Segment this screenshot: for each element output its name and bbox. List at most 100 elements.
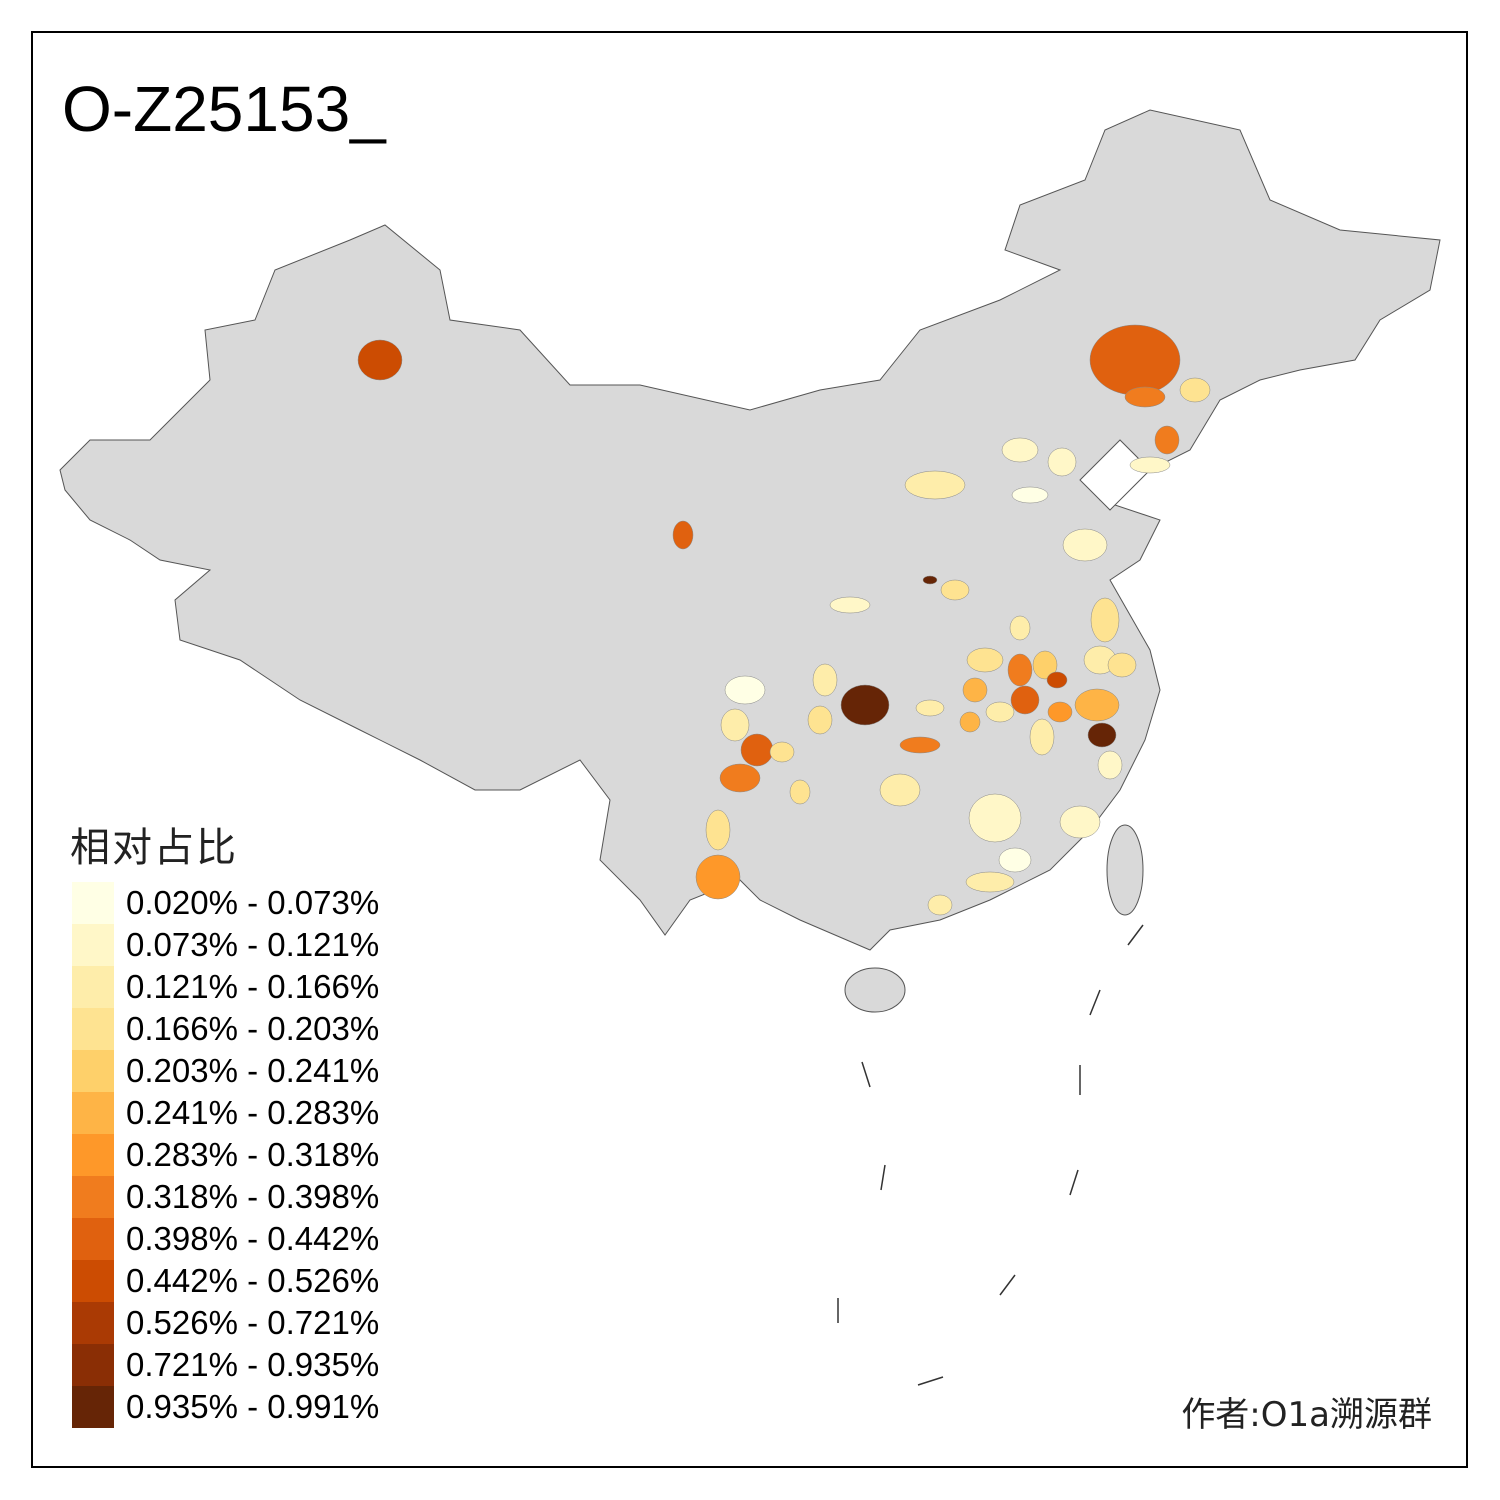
- legend-label: 0.121% - 0.166%: [126, 968, 380, 1005]
- region-25: [985, 701, 1015, 723]
- legend-item: 0.721% - 0.935%: [72, 1344, 379, 1386]
- legend-swatch: [72, 1386, 114, 1428]
- taiwan-island: [1106, 824, 1144, 916]
- legend-label: 0.166% - 0.203%: [126, 1010, 380, 1047]
- legend: 0.020% - 0.073% 0.073% - 0.121% 0.121% - 0…: [72, 882, 379, 1428]
- region-30: [840, 684, 890, 726]
- legend-swatch: [72, 924, 114, 966]
- nine-dash-line: [837, 924, 1144, 1386]
- region-11: [1062, 528, 1108, 562]
- legend-item: 0.283% - 0.318%: [72, 1134, 379, 1176]
- region-layer: [357, 324, 1211, 916]
- region-6: [672, 520, 694, 550]
- legend-swatch: [72, 1218, 114, 1260]
- legend-label: 0.526% - 0.721%: [126, 1304, 380, 1341]
- region-20: [1007, 653, 1033, 687]
- legend-swatch: [72, 1134, 114, 1176]
- region-5: [1129, 456, 1171, 474]
- legend-item: 0.241% - 0.283%: [72, 1092, 379, 1134]
- region-12: [922, 575, 938, 585]
- region-29: [1047, 701, 1073, 723]
- legend-item: 0.166% - 0.203%: [72, 1008, 379, 1050]
- legend-label: 0.203% - 0.241%: [126, 1052, 380, 1089]
- legend-item: 0.318% - 0.398%: [72, 1176, 379, 1218]
- legend-label: 0.318% - 0.398%: [126, 1178, 380, 1215]
- legend-label: 0.398% - 0.442%: [126, 1220, 380, 1257]
- map-title: O-Z25153_: [62, 73, 386, 145]
- region-3: [1179, 377, 1211, 403]
- legend-swatch: [72, 966, 114, 1008]
- region-47: [965, 871, 1015, 893]
- legend-item: 0.935% - 0.991%: [72, 1386, 379, 1428]
- region-17: [1107, 652, 1137, 678]
- region-42: [1029, 718, 1055, 756]
- legend-title: 相对占比: [70, 825, 238, 871]
- legend-label: 0.283% - 0.318%: [126, 1136, 380, 1173]
- region-7: [904, 470, 966, 500]
- region-22: [1046, 671, 1068, 689]
- legend-label: 0.020% - 0.073%: [126, 884, 380, 921]
- region-43: [1097, 750, 1123, 780]
- legend-swatch: [72, 1260, 114, 1302]
- region-45: [968, 793, 1022, 843]
- region-2: [1124, 386, 1166, 408]
- region-32: [915, 699, 945, 717]
- legend-item: 0.073% - 0.121%: [72, 924, 379, 966]
- region-41: [879, 773, 921, 807]
- region-46: [998, 847, 1032, 873]
- region-48: [927, 894, 953, 916]
- legend-swatch: [72, 882, 114, 924]
- region-35: [812, 663, 838, 697]
- legend-label: 0.935% - 0.991%: [126, 1388, 380, 1425]
- region-26: [959, 711, 981, 733]
- region-28: [1087, 722, 1117, 748]
- legend-label: 0.721% - 0.935%: [126, 1346, 380, 1383]
- region-27: [1074, 688, 1120, 722]
- region-23: [1010, 685, 1040, 715]
- region-38: [719, 763, 761, 793]
- legend-swatch: [72, 1176, 114, 1218]
- author-credit: 作者:O1a溯源群: [1181, 1395, 1432, 1435]
- legend-label: 0.073% - 0.121%: [126, 926, 380, 963]
- hainan-island: [844, 967, 906, 1013]
- legend-label: 0.241% - 0.283%: [126, 1094, 380, 1131]
- region-18: [1009, 615, 1031, 641]
- legend-item: 0.121% - 0.166%: [72, 966, 379, 1008]
- region-40: [789, 779, 811, 805]
- legend-swatch: [72, 1050, 114, 1092]
- region-36: [807, 705, 833, 735]
- region-0: [357, 339, 403, 381]
- region-34: [720, 708, 750, 742]
- china-outline: [59, 109, 1441, 951]
- region-39: [769, 741, 795, 763]
- region-21: [1032, 650, 1058, 680]
- region-1: [1089, 324, 1181, 396]
- map-frame: [31, 31, 1468, 1468]
- legend-label: 0.442% - 0.526%: [126, 1262, 380, 1299]
- legend-swatch: [72, 1344, 114, 1386]
- region-8: [1001, 437, 1039, 463]
- region-14: [829, 596, 871, 614]
- legend-item: 0.526% - 0.721%: [72, 1302, 379, 1344]
- legend-item: 0.398% - 0.442%: [72, 1218, 379, 1260]
- legend-swatch: [72, 1008, 114, 1050]
- legend-item: 0.203% - 0.241%: [72, 1050, 379, 1092]
- region-9: [1047, 447, 1077, 477]
- legend-swatch: [72, 1092, 114, 1134]
- region-13: [940, 579, 970, 601]
- legend-item: 0.442% - 0.526%: [72, 1260, 379, 1302]
- region-19: [966, 647, 1004, 673]
- region-49: [705, 809, 731, 851]
- legend-swatch: [72, 1302, 114, 1344]
- region-24: [962, 677, 988, 703]
- legend-item: 0.020% - 0.073%: [72, 882, 379, 924]
- region-31: [899, 736, 941, 754]
- region-50: [695, 854, 741, 900]
- region-37: [740, 733, 774, 767]
- region-4: [1154, 425, 1180, 455]
- region-10: [1011, 486, 1049, 504]
- region-15: [1090, 597, 1120, 643]
- region-44: [1059, 805, 1101, 839]
- region-33: [724, 675, 766, 705]
